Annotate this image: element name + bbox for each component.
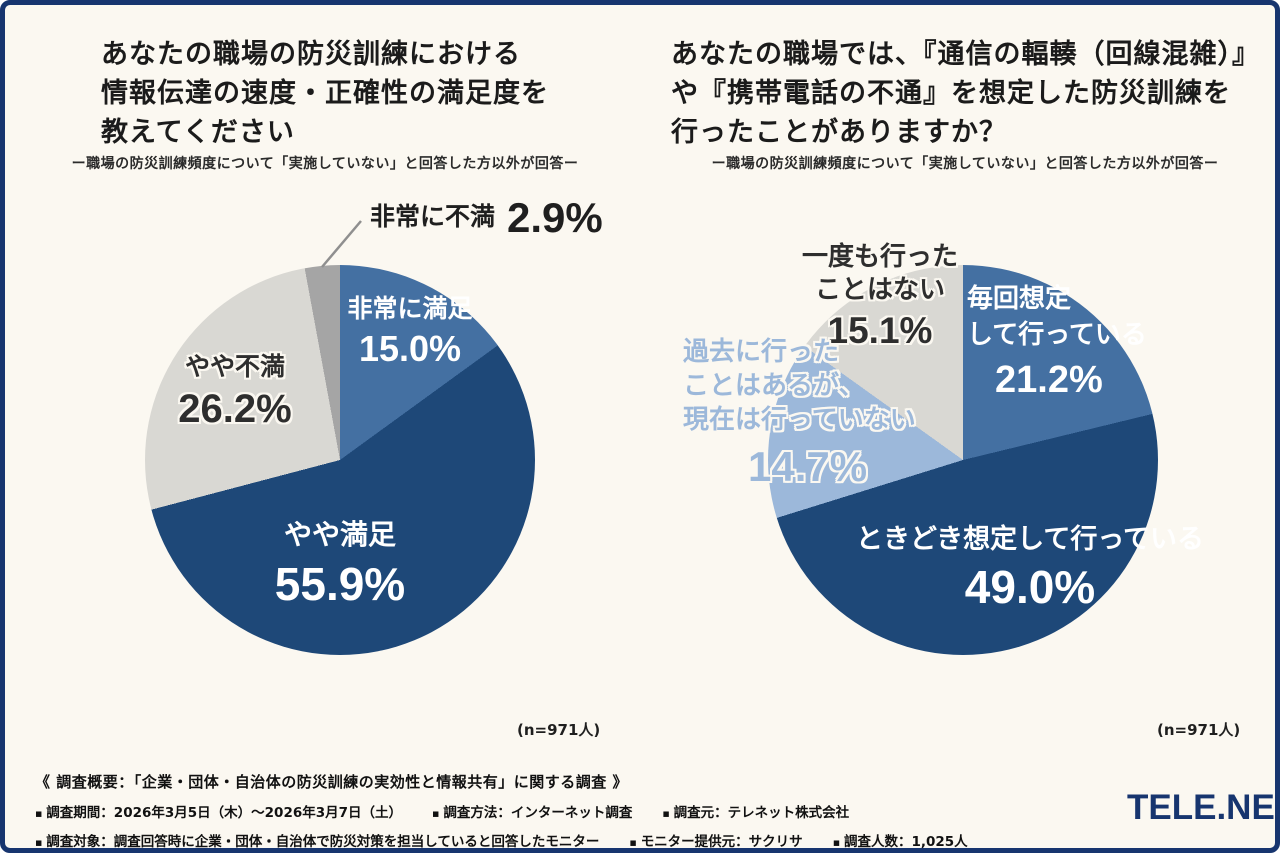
slice-label-very-dissatisfied: 非常に不満 2.9% bbox=[370, 197, 603, 239]
slice-name-line: ことはない bbox=[814, 275, 945, 305]
slice-name: ときどき想定して行っている bbox=[855, 524, 1205, 555]
slice-label-somewhat-dissatisfied: やや不満 26.2% bbox=[160, 347, 310, 432]
callout-line bbox=[321, 220, 362, 268]
footer-row-1: 調査期間：2026年3月5日（木）〜2026年3月7日（土） 調査方法：インター… bbox=[35, 801, 968, 821]
slice-label-every-time: 毎回想定 して行っている 21.2% bbox=[967, 281, 1167, 402]
monitor-provider: モニター提供元：サクリサ bbox=[629, 830, 803, 848]
slice-name-line: して行っている bbox=[967, 320, 1147, 350]
slice-name-line: ことはあるが、 bbox=[683, 371, 865, 401]
slice-name-line: 一度も行った bbox=[801, 242, 958, 272]
slice-label-never-done: 一度も行った ことはない 15.1% bbox=[795, 241, 965, 352]
title-line: 教えてください bbox=[101, 117, 295, 148]
survey-period: 調査期間：2026年3月5日（木）〜2026年3月7日（土） bbox=[35, 801, 402, 821]
slice-label-very-satisfied: 非常に満足 15.0% bbox=[335, 289, 485, 370]
slice-name: やや不満 bbox=[184, 352, 285, 381]
chart-satisfaction: あなたの職場の防災訓練における 情報伝達の速度・正確性の満足度を 教えてください… bbox=[5, 5, 645, 765]
slice-percent: 49.0% bbox=[964, 561, 1096, 613]
chart-congestion-subtitle: ー職場の防災訓練頻度について「実施していない」と回答した方以外が回答ー bbox=[711, 156, 1219, 172]
slice-label-past-only: 過去に行った ことはあるが、 現在は行っていない 14.7% bbox=[683, 335, 923, 491]
survey-source: 調査元：テレネット株式会社 bbox=[662, 801, 850, 821]
slice-percent: 55.9% bbox=[274, 558, 406, 610]
title-line: 情報伝達の速度・正確性の満足度を bbox=[101, 78, 549, 109]
slice-name-line: 現在は行っていない bbox=[683, 405, 916, 435]
title-line: 行ったことがありますか？ bbox=[671, 117, 1007, 148]
slice-name: やや満足 bbox=[283, 518, 396, 551]
chart-congestion-drill: あなたの職場では、『通信の輻輳（回線混雑）』 や『携帯電話の不通』を想定した防災… bbox=[645, 5, 1275, 765]
respondent-count: 調査人数：1,025人 bbox=[833, 830, 968, 848]
slice-percent: 15.1% bbox=[827, 310, 933, 351]
chart-satisfaction-subtitle: ー職場の防災訓練頻度について「実施していない」と回答した方以外が回答ー bbox=[71, 156, 579, 172]
chart-congestion-title: あなたの職場では、『通信の輻輳（回線混雑）』 や『携帯電話の不通』を想定した防災… bbox=[671, 35, 1260, 152]
slice-percent: 15.0% bbox=[358, 328, 462, 369]
title-line: あなたの職場では、『通信の輻輳（回線混雑）』 bbox=[671, 39, 1260, 70]
pie-congestion-drill bbox=[768, 265, 1158, 655]
slice-percent: 14.7% bbox=[748, 443, 868, 490]
survey-method: 調査方法：インターネット調査 bbox=[432, 801, 632, 821]
footer-heading: 《 調査概要：「企業・団体・自治体の防災訓練の実効性と情報共有」に関する調査 》 bbox=[35, 773, 628, 791]
slice-name: 非常に不満 bbox=[370, 202, 496, 231]
sample-size: (n=971人) bbox=[517, 721, 601, 739]
footer-row-2: 調査対象：調査回答時に企業・団体・自治体で防災対策を担当していると回答したモニタ… bbox=[35, 830, 968, 848]
slice-percent: 26.2% bbox=[178, 387, 292, 431]
sample-size: (n=971人) bbox=[1157, 721, 1241, 739]
slice-name: 非常に満足 bbox=[347, 294, 473, 323]
pie-satisfaction bbox=[145, 265, 535, 655]
chart-satisfaction-title: あなたの職場の防災訓練における 情報伝達の速度・正確性の満足度を 教えてください bbox=[101, 35, 549, 152]
title-line: や『携帯電話の不通』を想定した防災訓練を bbox=[671, 78, 1231, 109]
survey-target: 調査対象：調査回答時に企業・団体・自治体で防災対策を担当していると回答したモニタ… bbox=[35, 830, 599, 848]
slice-label-sometimes: ときどき想定して行っている 49.0% bbox=[840, 517, 1220, 614]
slice-name-line: 過去に行った bbox=[683, 337, 840, 367]
telenet-logo: TELE.NET bbox=[1127, 788, 1280, 827]
slice-percent: 2.9% bbox=[507, 194, 603, 241]
survey-overview-footer: 《 調査概要：「企業・団体・自治体の防災訓練の実効性と情報共有」に関する調査 》… bbox=[35, 771, 968, 848]
title-line: あなたの職場の防災訓練における bbox=[101, 39, 521, 70]
slice-percent: 21.2% bbox=[995, 359, 1103, 401]
slice-name-line: 毎回想定 bbox=[967, 284, 1072, 314]
slice-label-somewhat-satisfied: やや満足 55.9% bbox=[250, 513, 430, 611]
